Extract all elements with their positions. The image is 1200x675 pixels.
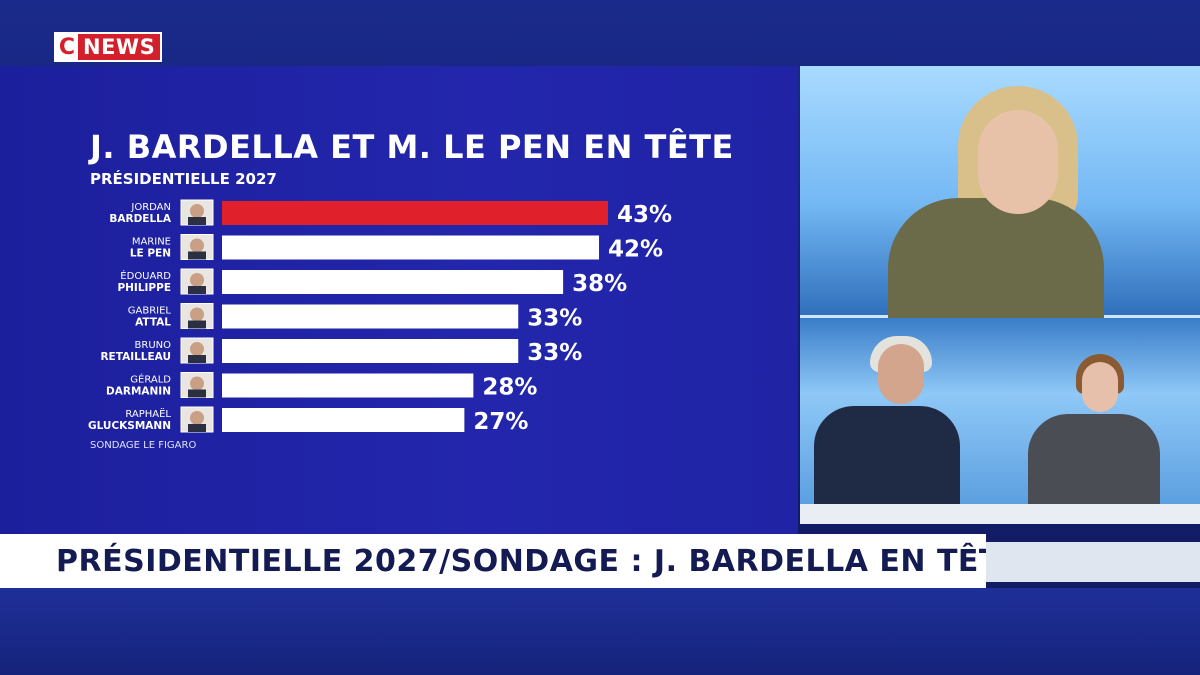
- bar-value-label: 38%: [572, 271, 627, 297]
- bar-value-label: 42%: [608, 237, 663, 263]
- candidate-last-name: DARMANIN: [106, 386, 171, 398]
- candidate-last-name: BARDELLA: [109, 213, 171, 225]
- candidate-first-name: BRUNO: [135, 340, 172, 351]
- chart-panel: [0, 66, 798, 534]
- candidate-first-name: GÉRALD: [130, 373, 171, 386]
- studio-desk: [800, 504, 1200, 524]
- candidate-photo-face: [190, 342, 204, 356]
- studio-video: [800, 66, 1200, 524]
- candidate-photo-suit: [188, 389, 206, 398]
- candidate-last-name: GLUCKSMANN: [88, 420, 171, 432]
- candidate-first-name: GABRIEL: [128, 306, 172, 317]
- candidate-photo-suit: [188, 251, 206, 260]
- bar: [222, 235, 600, 260]
- bar: [222, 373, 474, 398]
- candidate-photo-face: [190, 307, 204, 322]
- chart-subtitle: PRÉSIDENTIELLE 2027: [90, 170, 277, 188]
- candidate-photo-suit: [188, 355, 206, 363]
- guest-left-face: [878, 344, 924, 404]
- candidate-last-name: ATTAL: [135, 317, 171, 329]
- ticker-headline: PRÉSIDENTIELLE 2027/SONDAGE : J. BARDELL…: [56, 543, 1021, 579]
- bottom-band: [0, 588, 1200, 675]
- candidate-last-name: RETAILLEAU: [100, 351, 171, 363]
- candidate-first-name: RAPHAËL: [125, 407, 171, 420]
- bar: [222, 270, 564, 294]
- candidate-first-name: JORDAN: [130, 202, 171, 213]
- chart-title: J. BARDELLA ET M. LE PEN EN TÊTE: [90, 128, 734, 166]
- bar: [222, 408, 465, 432]
- candidate-photo-face: [190, 411, 204, 425]
- candidate-photo-face: [190, 273, 204, 287]
- candidate-photo-suit: [188, 286, 206, 294]
- bar: [222, 339, 519, 363]
- logo-c: C: [56, 34, 78, 60]
- ticker-end-strip: [986, 542, 1200, 582]
- candidate-last-name: PHILIPPE: [117, 282, 171, 294]
- chart-source: SONDAGE LE FIGARO: [90, 440, 197, 451]
- bar-value-label: 28%: [482, 375, 537, 401]
- candidate-photo-suit: [188, 320, 206, 329]
- guest-right-face: [1082, 362, 1118, 412]
- bar-value-label: 27%: [473, 409, 528, 435]
- cnews-logo: C NEWS: [56, 34, 161, 60]
- candidate-photo-face: [190, 238, 204, 253]
- candidate-photo-face: [190, 376, 204, 391]
- news-ticker: PRÉSIDENTIELLE 2027/SONDAGE : J. BARDELL…: [0, 534, 1020, 588]
- candidate-first-name: ÉDOUARD: [120, 269, 171, 282]
- bar-value-label: 33%: [527, 306, 582, 332]
- bar: [222, 201, 608, 225]
- logo-news: NEWS: [78, 34, 161, 60]
- candidate-photo-face: [190, 204, 204, 218]
- bar-value-label: 43%: [617, 202, 672, 228]
- candidate-last-name: LE PEN: [130, 248, 171, 260]
- bar-value-label: 33%: [527, 340, 582, 366]
- candidate-photo-suit: [188, 424, 206, 432]
- candidate-first-name: MARINE: [132, 237, 171, 248]
- presenter-body: [888, 198, 1104, 318]
- bar: [222, 304, 519, 329]
- presenter-face: [978, 110, 1058, 214]
- candidate-photo-suit: [188, 217, 206, 225]
